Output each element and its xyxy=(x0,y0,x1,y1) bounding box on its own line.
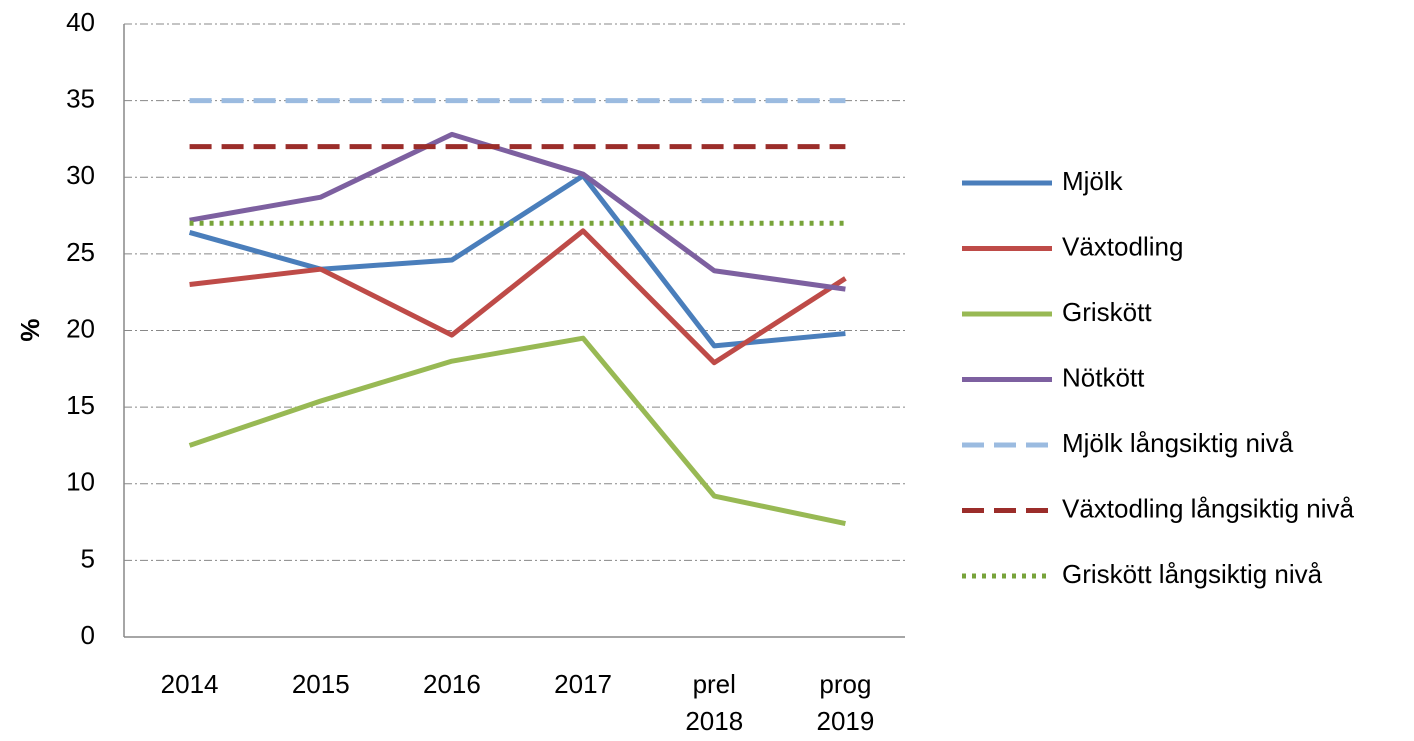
series-line xyxy=(189,131,846,292)
y-tick-label: 0 xyxy=(81,620,95,650)
legend-label: Mjölk långsiktig nivå xyxy=(1062,428,1294,458)
x-tick-label: 2014 xyxy=(160,669,219,699)
y-tick-label: 5 xyxy=(81,543,95,573)
series-line xyxy=(188,335,846,527)
y-tick-label: 10 xyxy=(66,467,95,497)
x-tick-label: 2016 xyxy=(422,669,481,699)
y-tick-label: 20 xyxy=(66,313,95,343)
legend-label: Nötkött xyxy=(1062,362,1145,392)
y-tick-label: 30 xyxy=(66,160,95,190)
series-line xyxy=(188,173,846,349)
legend-label: Växtodling xyxy=(1062,231,1183,261)
x-tick-label: 2017 xyxy=(554,669,612,699)
legend-label: Växtodling långsiktig nivå xyxy=(1062,493,1354,523)
x-tick-label: 2015 xyxy=(291,669,350,699)
x-tick-label: prog 2019 xyxy=(816,669,875,736)
legend-label: Griskött långsiktig nivå xyxy=(1062,559,1323,589)
y-tick-label: 25 xyxy=(66,237,95,267)
x-tick-label: prel 2018 xyxy=(685,669,744,736)
y-tick-label: 15 xyxy=(66,390,95,420)
legend-label: Griskött xyxy=(1062,297,1152,327)
legend-label: Mjölk xyxy=(1062,166,1124,196)
y-tick-label: 40 xyxy=(66,7,95,37)
y-axis-label: % xyxy=(15,318,45,341)
y-tick-label: 35 xyxy=(66,84,95,114)
series-line xyxy=(189,228,847,366)
